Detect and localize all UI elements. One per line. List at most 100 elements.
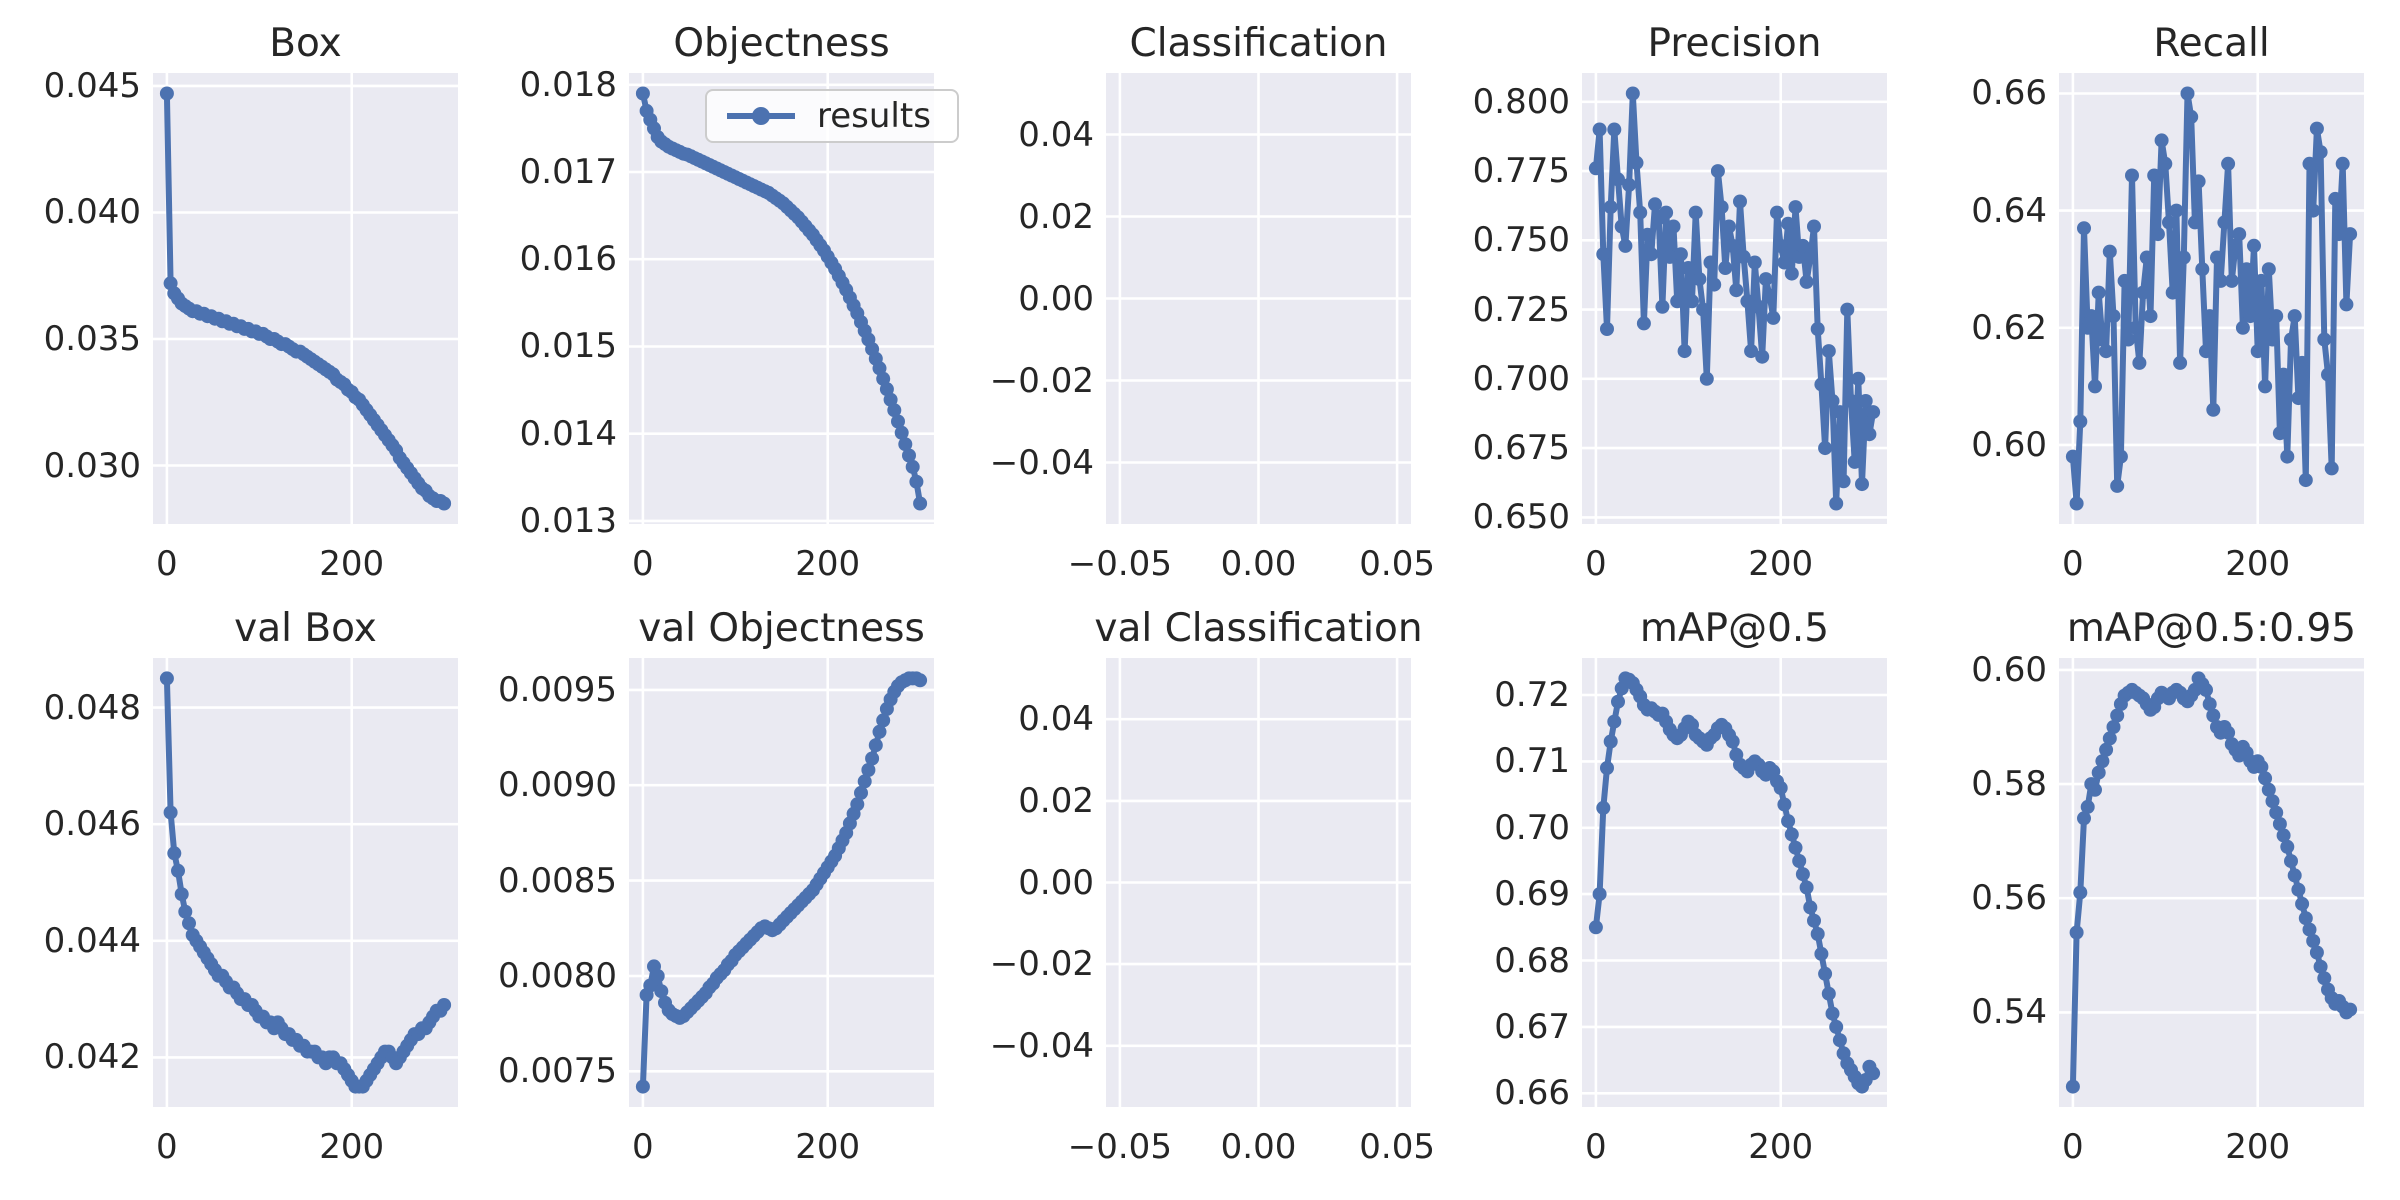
legend-marker-icon	[727, 107, 795, 125]
x-tick-label: 0	[632, 1127, 654, 1167]
y-tick-label: 0.0080	[498, 955, 617, 996]
y-tick-label: 0.71	[1494, 741, 1570, 782]
subplot-map05: mAP@0.5 0.66 0.67 0.68 0.69 0.70 0.71 0.72 0 200	[1494, 606, 1887, 1167]
x-tick-label: 0	[1585, 544, 1607, 584]
x-tick-label: 0	[2062, 544, 2084, 584]
subplot-precision: Precision 0.650 0.675 0.700 0.725 0.750 0.775…	[1473, 21, 1887, 584]
y-tick-label: 0.040	[43, 192, 141, 233]
x-tick-label: 0.00	[1220, 1127, 1297, 1167]
plot-title: mAP@0.5:0.95	[2066, 606, 2357, 651]
subplot-val-classification: val Classification 0.04 0.02 0.00 −0.02 −0.0…	[990, 606, 1435, 1167]
y-tick-label: 0.60	[1971, 649, 2047, 690]
y-tick-label: 0.68	[1494, 940, 1570, 981]
y-tick-label: 0.650	[1472, 497, 1570, 538]
x-tick-label: 0	[2062, 1127, 2084, 1167]
y-tick-label: 0.675	[1472, 428, 1570, 469]
y-tick-label: 0.0090	[498, 765, 617, 806]
y-tick-label: 0.54	[1971, 992, 2047, 1033]
subplot-classification: Classification 0.04 0.02 0.00 −0.02 −0.04 −0.…	[990, 21, 1435, 584]
y-tick-label: 0.048	[43, 687, 141, 728]
val-box-loss-chart	[153, 658, 458, 1107]
box-loss-chart	[153, 73, 458, 524]
subplot-recall: Recall 0.60 0.62 0.64 0.66 0 200	[1971, 21, 2364, 584]
y-tick-label: 0.750	[1472, 220, 1570, 261]
x-tick-label: 0.05	[1359, 1127, 1435, 1167]
y-tick-label: 0.725	[1472, 289, 1570, 330]
y-tick-label: 0.030	[43, 445, 141, 486]
y-tick-label: 0.0095	[498, 669, 617, 710]
y-tick-label: 0.62	[1971, 307, 2047, 348]
subplot-objectness: Objectness results 0.013 0.014 0.015 0.016 0…	[520, 21, 959, 584]
y-tick-label: 0.0085	[498, 860, 617, 901]
subplot-box: Box 0.030 0.035 0.040 0.045 0 200	[44, 21, 458, 584]
classification-loss-chart	[1106, 73, 1411, 524]
y-tick-label: 0.02	[1018, 196, 1094, 237]
x-tick-label: 200	[795, 544, 861, 584]
y-tick-label: 0.046	[43, 804, 141, 845]
plot-title: mAP@0.5	[1639, 606, 1830, 651]
x-tick-label: 200	[319, 544, 385, 584]
x-tick-label: 0.05	[1359, 544, 1435, 584]
plot-title: val Box	[234, 606, 377, 651]
plot-title: Classification	[1129, 21, 1388, 66]
y-tick-label: 0.04	[1018, 699, 1094, 740]
y-tick-label: 0.66	[1971, 73, 2047, 114]
map05-chart	[1582, 658, 1887, 1107]
y-tick-label: −0.02	[989, 360, 1094, 401]
y-tick-label: 0.035	[43, 318, 141, 359]
plot-title: val Classification	[1094, 606, 1423, 651]
y-tick-label: 0.015	[519, 326, 617, 367]
y-tick-label: 0.044	[43, 920, 141, 961]
legend: results	[705, 89, 959, 143]
y-tick-label: 0.58	[1971, 764, 2047, 805]
subplot-val-box: val Box 0.042 0.044 0.046 0.048 0 200	[44, 606, 458, 1167]
y-tick-label: 0.72	[1494, 675, 1570, 716]
y-tick-label: 0.70	[1494, 807, 1570, 848]
val-classification-loss-chart	[1106, 658, 1411, 1107]
map05-095-chart	[2059, 658, 2364, 1107]
objectness-loss-chart	[629, 73, 934, 524]
plot-title: Box	[269, 21, 342, 66]
y-tick-label: 0.56	[1971, 878, 2047, 919]
x-tick-label: 0	[1585, 1127, 1607, 1167]
x-tick-label: −0.05	[1067, 544, 1172, 584]
x-tick-label: 200	[2225, 1127, 2291, 1167]
y-tick-label: 0.64	[1971, 190, 2047, 231]
y-tick-label: 0.700	[1472, 358, 1570, 399]
x-tick-label: 200	[1748, 544, 1814, 584]
y-tick-label: 0.014	[519, 413, 617, 454]
x-tick-label: 0	[156, 544, 178, 584]
y-tick-label: 0.042	[43, 1037, 141, 1078]
y-tick-label: 0.00	[1018, 278, 1094, 319]
y-tick-label: 0.60	[1971, 424, 2047, 465]
legend-label: results	[817, 96, 931, 136]
y-tick-label: −0.04	[989, 1025, 1094, 1066]
plot-title: val Objectness	[638, 606, 925, 651]
y-tick-label: 0.69	[1494, 874, 1570, 915]
subplot-map05-095: mAP@0.5:0.95 0.54 0.56 0.58 0.60 0 200	[1971, 606, 2364, 1167]
y-tick-label: 0.02	[1018, 780, 1094, 821]
y-tick-label: −0.02	[989, 944, 1094, 985]
plot-title: Precision	[1647, 21, 1822, 66]
y-tick-label: 0.018	[519, 64, 617, 105]
precision-chart	[1582, 73, 1887, 524]
recall-chart	[2059, 73, 2364, 524]
y-tick-label: 0.800	[1472, 81, 1570, 122]
x-tick-label: 0	[632, 544, 654, 584]
x-tick-label: 200	[795, 1127, 861, 1167]
val-objectness-loss-chart	[629, 658, 934, 1107]
plot-title: Objectness	[673, 21, 890, 66]
y-tick-label: −0.04	[989, 442, 1094, 483]
y-tick-label: 0.04	[1018, 114, 1094, 155]
y-tick-label: 0.775	[1472, 151, 1570, 192]
y-tick-label: 0.017	[519, 152, 617, 192]
y-tick-label: 0.013	[519, 500, 617, 541]
x-tick-label: 200	[1748, 1127, 1814, 1167]
x-tick-label: −0.05	[1067, 1127, 1172, 1167]
y-tick-label: 0.045	[43, 65, 141, 106]
plot-title: Recall	[2153, 21, 2270, 66]
y-tick-label: 0.0075	[498, 1051, 617, 1092]
y-tick-label: 0.016	[519, 239, 617, 280]
y-tick-label: 0.00	[1018, 862, 1094, 903]
